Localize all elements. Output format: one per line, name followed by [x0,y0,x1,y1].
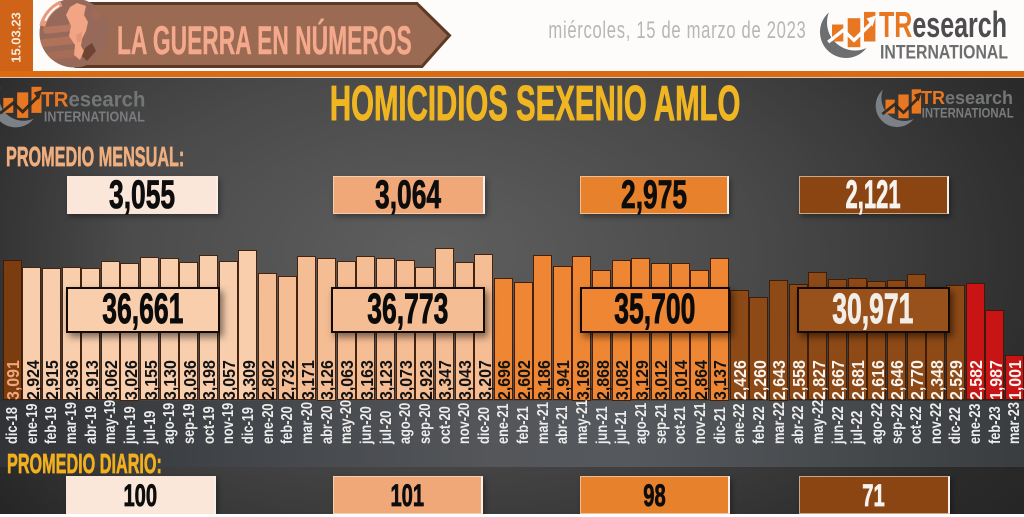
svg-text:TResearch: TResearch [921,87,1013,107]
svg-text:TResearch: TResearch [879,4,1007,45]
svg-text:INTERNATIONAL: INTERNATIONAL [44,109,145,126]
svg-text:TResearch: TResearch [41,89,145,112]
svg-text:INTERNATIONAL: INTERNATIONAL [880,43,1008,62]
svg-text:INTERNATIONAL: INTERNATIONAL [922,104,1014,120]
